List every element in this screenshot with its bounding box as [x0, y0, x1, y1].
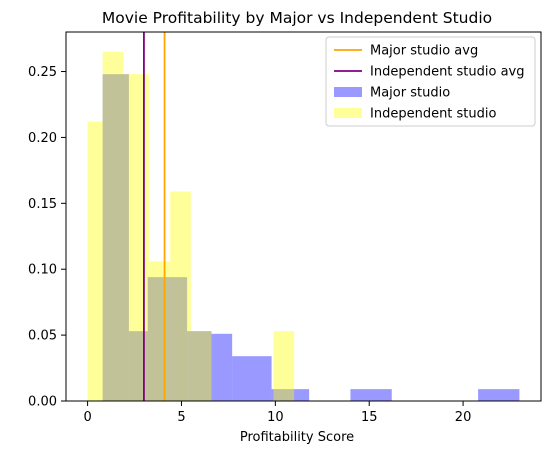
- histogram-bar-independent: [87, 121, 103, 401]
- x-tick-label: 0: [83, 410, 91, 425]
- x-tick-label: 5: [177, 410, 185, 425]
- legend-label: Independent studio avg: [370, 65, 525, 80]
- y-tick-label: 0.05: [28, 329, 57, 344]
- y-tick-label: 0.00: [28, 395, 57, 410]
- legend-label: Major studio avg: [370, 44, 478, 59]
- histogram-bar-major: [102, 74, 129, 402]
- legend-label: Independent studio: [370, 107, 497, 122]
- histogram-bars: [87, 51, 520, 402]
- histogram-bar-major: [187, 331, 212, 401]
- histogram-bar-major: [147, 277, 188, 401]
- x-tick-label: 10: [267, 410, 284, 425]
- histogram-bar-major: [271, 389, 310, 401]
- y-tick-label: 0.10: [28, 263, 57, 278]
- legend-box: [325, 36, 536, 127]
- y-tick-label: 0.20: [28, 131, 57, 146]
- legend-label: Major studio: [370, 86, 450, 101]
- histogram-bar-independent: [170, 191, 191, 401]
- x-tick-label: 20: [455, 410, 472, 425]
- histogram-bar-major: [350, 389, 392, 401]
- legend-patch-swatch: [334, 108, 362, 118]
- chart-title: Movie Profitability by Major vs Independ…: [102, 9, 492, 27]
- histogram-bar-independent: [123, 74, 150, 402]
- histogram-bar-independent: [190, 331, 212, 401]
- histogram-bar-major: [128, 331, 148, 401]
- x-axis: 0 5 10 15 20: [83, 401, 471, 425]
- y-axis: 0.00 0.05 0.10 0.15 0.20 0.25: [28, 65, 66, 410]
- legend: Major studio avg Independent studio avg Ma…: [325, 36, 536, 127]
- x-axis-label: Profitability Score: [240, 430, 354, 445]
- histogram-bar-independent: [102, 51, 124, 402]
- histogram-bar-major: [478, 389, 520, 401]
- plot-frame: [65, 31, 542, 402]
- legend-patch-swatch: [334, 87, 362, 97]
- x-tick-label: 15: [361, 410, 378, 425]
- histogram-bar-independent: [273, 331, 295, 401]
- histogram-bar-major: [211, 333, 233, 401]
- y-tick-label: 0.15: [28, 197, 57, 212]
- y-tick-label: 0.25: [28, 65, 57, 80]
- histogram-bar-major: [232, 356, 272, 401]
- average-lines: [143, 32, 166, 401]
- histogram-bar-independent: [149, 261, 171, 401]
